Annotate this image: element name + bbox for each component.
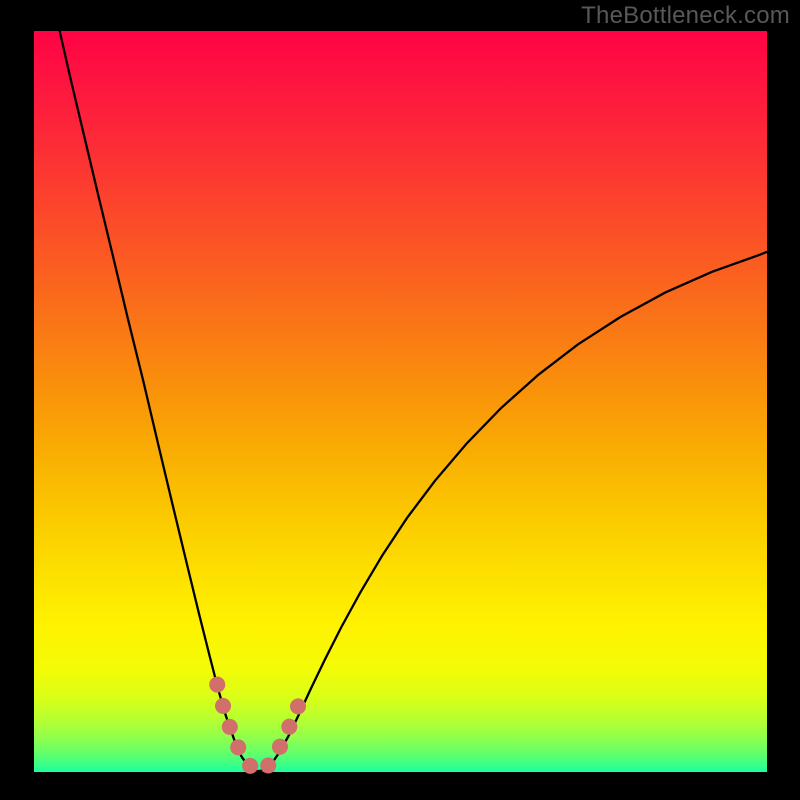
chart-frame: TheBottleneck.com xyxy=(0,0,800,800)
watermark-text: TheBottleneck.com xyxy=(581,2,790,30)
bottleneck-chart xyxy=(0,0,800,800)
gradient-background xyxy=(34,31,767,772)
